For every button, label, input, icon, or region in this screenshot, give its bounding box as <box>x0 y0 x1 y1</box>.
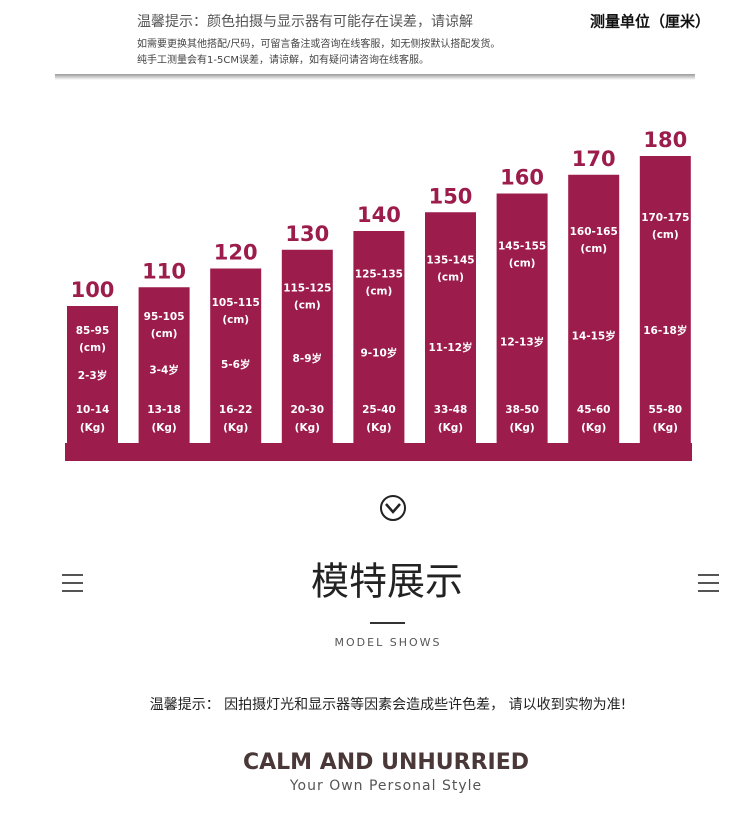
age: 2-3岁 <box>78 369 107 382</box>
weight-unit: (Kg) <box>80 422 105 434</box>
notice-line: 如需要更换其他搭配/尺码，可留言备注或咨询在线客服，如无侧按默认搭配发货。 <box>137 37 500 50</box>
weight: 33-48 <box>434 404 468 416</box>
height-range: 85-95 <box>76 325 110 337</box>
base-band <box>65 443 692 461</box>
height-unit: (cm) <box>580 243 607 255</box>
age: 16-18岁 <box>643 324 687 337</box>
height-range: 160-165 <box>570 226 618 238</box>
bar <box>568 174 620 443</box>
bar <box>353 231 405 443</box>
height-unit: (cm) <box>222 314 249 326</box>
height-range: 115-125 <box>283 283 331 295</box>
weight: 38-50 <box>505 404 539 416</box>
age: 3-4岁 <box>149 363 178 376</box>
age: 5-6岁 <box>221 358 250 371</box>
size-chart: 100 85-95 (cm) 2-3岁 10-14 (Kg) 110 95-105 (cm) 3-… <box>65 128 692 461</box>
notice: 温馨提示：颜色拍摄与显示器有可能存在误差，请谅解 <box>137 13 473 30</box>
bar <box>425 212 476 443</box>
bar <box>639 156 691 443</box>
weight-unit: (Kg) <box>151 422 176 434</box>
age: 11-12岁 <box>428 341 472 354</box>
unit: 测量单位（厘米） <box>590 13 710 31</box>
weight: 45-60 <box>577 404 611 416</box>
weight-unit: (Kg) <box>581 422 606 434</box>
height-range: 170-175 <box>641 212 689 224</box>
section-note: 温馨提示： 因拍摄灯光和显示器等因素会造成些许色差， 请以收到实物为准! <box>150 696 627 713</box>
down-icon-arrow <box>385 503 401 514</box>
height-unit: (cm) <box>294 300 321 312</box>
bar <box>496 193 548 443</box>
size-label: 160 <box>500 166 544 190</box>
down-icon <box>380 495 406 521</box>
weight: 16-22 <box>219 404 253 416</box>
weight-unit: (Kg) <box>366 422 391 434</box>
height-unit: (cm) <box>509 257 536 269</box>
slogan: CALM AND UNHURRIED <box>243 750 529 775</box>
height-range: 105-115 <box>212 297 260 309</box>
menu-icon <box>62 574 719 592</box>
height-unit: (cm) <box>151 328 178 340</box>
weight: 13-18 <box>147 404 181 416</box>
bar <box>67 306 118 443</box>
height-unit: (cm) <box>366 286 393 298</box>
height-unit: (cm) <box>652 229 679 241</box>
size-label: 140 <box>357 203 401 227</box>
size-label: 110 <box>142 259 186 283</box>
weight-unit: (Kg) <box>223 422 248 434</box>
weight-unit: (Kg) <box>295 422 320 434</box>
height-unit: (cm) <box>437 271 464 283</box>
notice-line: 纯手工测量会有1-5CM误差，请谅解，如有疑问请咨询在线客服。 <box>137 53 429 66</box>
bar <box>281 249 333 443</box>
size-label: 130 <box>285 222 329 246</box>
bar <box>210 268 262 443</box>
tagline: Your Own Personal Style <box>289 778 482 794</box>
weight-unit: (Kg) <box>509 422 534 434</box>
weight: 25-40 <box>362 404 396 416</box>
age: 8-9岁 <box>293 352 322 365</box>
shadow <box>55 74 695 80</box>
section-title: 模特展示 <box>311 560 463 604</box>
age: 14-15岁 <box>572 330 616 343</box>
height-range: 95-105 <box>144 311 185 323</box>
weight: 55-80 <box>649 404 683 416</box>
size-label: 120 <box>214 241 258 265</box>
age: 9-10岁 <box>361 347 398 360</box>
size-label: 150 <box>429 184 473 208</box>
weight: 10-14 <box>76 404 110 416</box>
weight-unit: (Kg) <box>653 422 678 434</box>
size-label: 180 <box>643 128 687 152</box>
size-label: 100 <box>71 278 115 302</box>
weight: 20-30 <box>291 404 325 416</box>
bar <box>138 287 190 443</box>
section-subtitle: MODEL SHOWS <box>335 636 442 649</box>
weight-unit: (Kg) <box>438 422 463 434</box>
height-range: 125-135 <box>355 269 403 281</box>
size-label: 170 <box>572 147 616 171</box>
height-unit: (cm) <box>79 342 106 354</box>
height-range: 135-145 <box>426 254 474 266</box>
age: 12-13岁 <box>500 335 544 348</box>
height-range: 145-155 <box>498 240 546 252</box>
